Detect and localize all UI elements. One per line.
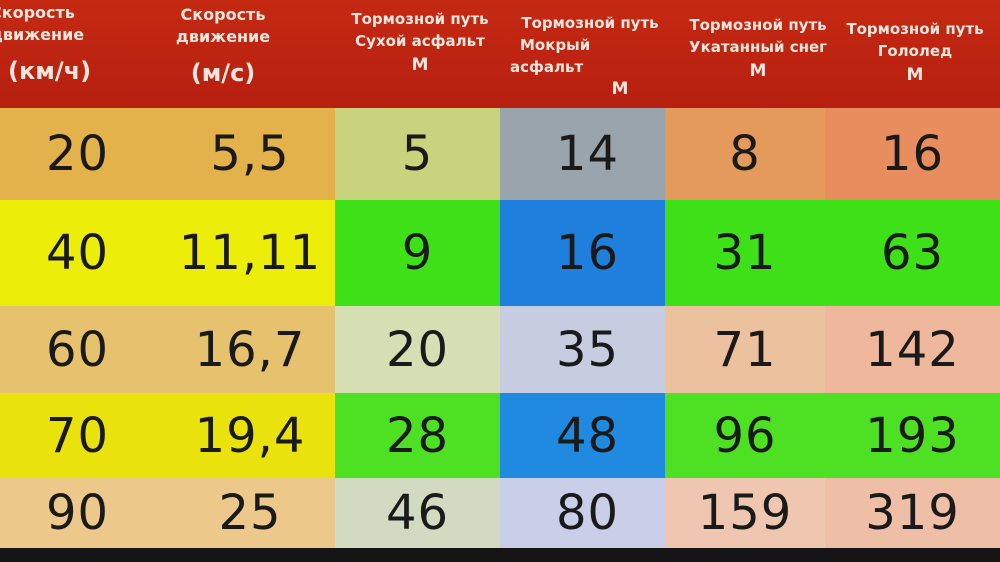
header-speed-kmh: Скорость движение (км/ч) <box>0 2 110 85</box>
cell-value: 14 <box>555 126 620 182</box>
header-line: Сухой асфальт <box>355 32 485 50</box>
table-cell: 46 <box>335 478 500 548</box>
table-cell: 8 <box>665 108 825 200</box>
table-cell: 193 <box>825 393 1000 478</box>
cell-value: 5 <box>401 126 434 182</box>
cell-value: 48 <box>555 407 620 464</box>
cell-value: 193 <box>865 407 960 464</box>
table-cell: 142 <box>825 306 1000 393</box>
table-cell: 35 <box>500 306 665 393</box>
cell-value: 16 <box>555 225 620 281</box>
table-cell: 25 <box>165 478 335 548</box>
table-cell: 16 <box>825 108 1000 200</box>
cell-value: 96 <box>713 407 777 464</box>
table-cell: 28 <box>335 393 500 478</box>
cell-value: 19,4 <box>194 407 306 464</box>
table-cell: 60 <box>0 306 165 393</box>
header-ice: Тормозной путь Гололед М <box>845 18 985 86</box>
header-unit: (км/ч) <box>8 57 92 85</box>
table-cell: 96 <box>665 393 825 478</box>
table-cell: 9 <box>335 200 500 306</box>
header-unit: М <box>611 79 629 99</box>
header-line: Гололед <box>877 42 953 60</box>
table-cell: 20 <box>335 306 500 393</box>
table-cell: 31 <box>665 200 825 306</box>
cell-value: 20 <box>385 321 450 378</box>
table-cell: 19,4 <box>165 393 335 478</box>
cell-value: 71 <box>713 321 777 378</box>
header-line: движение <box>0 25 85 44</box>
screen-bezel <box>0 548 1000 562</box>
cell-value: 40 <box>45 225 110 281</box>
cell-value: 46 <box>385 485 450 541</box>
table-cell: 63 <box>825 200 1000 306</box>
cell-value: 80 <box>555 485 620 541</box>
cell-value: 20 <box>45 126 110 182</box>
cell-value: 70 <box>45 407 110 464</box>
cell-value: 90 <box>45 485 110 541</box>
cell-value: 319 <box>865 485 960 541</box>
header-line: движение <box>175 27 271 46</box>
table-cell: 40 <box>0 200 165 306</box>
table-cell: 16,7 <box>165 306 335 393</box>
cell-value: 63 <box>880 225 945 281</box>
cell-value: 16,7 <box>194 321 306 378</box>
header-wet-asphalt: Тормозной путь Мокрый асфальт М <box>510 12 670 100</box>
table-cell: 5,5 <box>165 108 335 200</box>
braking-distance-table: 20 5,5 5 14 8 16 40 11,11 9 16 31 63 60 16,7 20 35 71 142… <box>0 108 1000 562</box>
cell-value: 16 <box>880 126 945 182</box>
header-line: Тормозной путь <box>689 16 827 34</box>
cell-value: 28 <box>385 407 450 464</box>
cell-value: 35 <box>555 321 620 378</box>
table-cell: 70 <box>0 393 165 478</box>
cell-value: 31 <box>713 225 777 281</box>
header-speed-ms: Скорость движение (м/с) <box>168 4 278 87</box>
table-cell: 20 <box>0 108 165 200</box>
header-dry-asphalt: Тормозной путь Сухой асфальт М <box>340 8 500 76</box>
table-cell: 71 <box>665 306 825 393</box>
cell-value: 25 <box>218 485 282 541</box>
table-cell: 14 <box>500 108 665 200</box>
header-line: Тормозной путь <box>521 14 659 32</box>
header-unit: (м/с) <box>190 59 256 87</box>
header-line: Укатанный снег <box>689 38 827 56</box>
table-cell: 11,11 <box>165 200 335 306</box>
header-line: Тормозной путь <box>351 10 489 28</box>
table-cell: 5 <box>335 108 500 200</box>
cell-value: 60 <box>45 321 110 378</box>
table-cell: 48 <box>500 393 665 478</box>
header-line: асфальт <box>510 58 584 76</box>
cell-value: 5,5 <box>210 126 290 182</box>
header-unit: М <box>411 55 429 75</box>
table-cell: 90 <box>0 478 165 548</box>
table-cell: 16 <box>500 200 665 306</box>
cell-value: 11,11 <box>178 225 322 281</box>
cell-value: 142 <box>865 321 960 378</box>
cell-value: 8 <box>729 126 761 182</box>
table-header: Скорость движение (км/ч) Скорость движен… <box>0 0 1000 108</box>
header-line: Мокрый <box>520 36 591 54</box>
table-cell: 80 <box>500 478 665 548</box>
table-cell: 159 <box>665 478 825 548</box>
table-cell: 319 <box>825 478 1000 548</box>
header-packed-snow: Тормозной путь Укатанный снег М <box>688 14 828 82</box>
header-unit: М <box>749 61 767 81</box>
header-unit: М <box>906 65 924 85</box>
cell-value: 159 <box>697 485 793 541</box>
header-line: Скорость <box>180 5 266 24</box>
header-line: Скорость <box>0 3 75 22</box>
cell-value: 9 <box>401 225 434 281</box>
header-line: Тормозной путь <box>846 20 984 38</box>
